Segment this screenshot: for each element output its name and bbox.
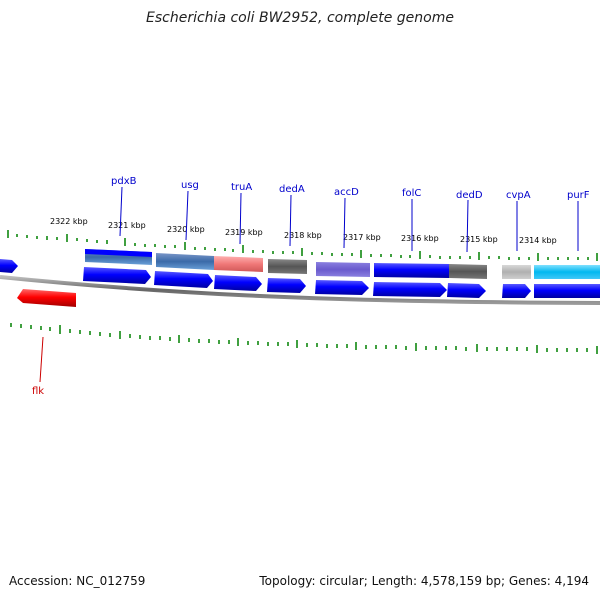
feature-track	[85, 249, 600, 279]
coordinate-label: 2322 kbp	[50, 217, 88, 226]
gene-label-accD: accD	[334, 187, 359, 198]
gene-leader-lines	[119, 186, 579, 253]
reverse-gene-flk	[17, 289, 76, 307]
genome-backbone	[0, 275, 600, 305]
forward-gene-track	[0, 259, 600, 298]
gene-label-flk: flk	[32, 386, 44, 397]
coordinate-label: 2314 kbp	[519, 236, 557, 245]
coordinate-label: 2320 kbp	[167, 225, 205, 234]
gene-label-dedD: dedD	[456, 190, 483, 201]
gene-label-cvpA: cvpA	[506, 190, 531, 201]
gene-label-truA: truA	[231, 182, 252, 193]
flk-leader-line	[39, 336, 44, 383]
upper-ticks	[7, 230, 598, 261]
accession-label: Accession: NC_012759	[9, 574, 146, 588]
coordinate-label: 2319 kbp	[225, 228, 263, 237]
gene-label-dedA: dedA	[279, 184, 305, 195]
coordinate-label: 2315 kbp	[460, 235, 498, 244]
coordinate-label: 2318 kbp	[284, 231, 322, 240]
topology-label: Topology: circular; Length: 4,578,159 bp…	[259, 574, 589, 588]
map-title: Escherichia coli BW2952, complete genome	[146, 10, 454, 26]
gene-label-usg: usg	[181, 180, 199, 191]
gene-label-folC: folC	[402, 188, 421, 199]
gene-labels: pdxB usg truA dedA accD folC dedD cvpA p…	[32, 176, 590, 397]
gene-label-purF: purF	[567, 190, 590, 201]
gene-label-pdxB: pdxB	[111, 176, 137, 187]
lower-ticks	[10, 323, 598, 354]
coordinate-label: 2317 kbp	[343, 233, 381, 242]
coordinate-labels: 2322 kbp 2321 kbp 2320 kbp 2319 kbp 2318…	[50, 217, 557, 245]
coordinate-label: 2316 kbp	[401, 234, 439, 243]
coordinate-label: 2321 kbp	[108, 221, 146, 230]
